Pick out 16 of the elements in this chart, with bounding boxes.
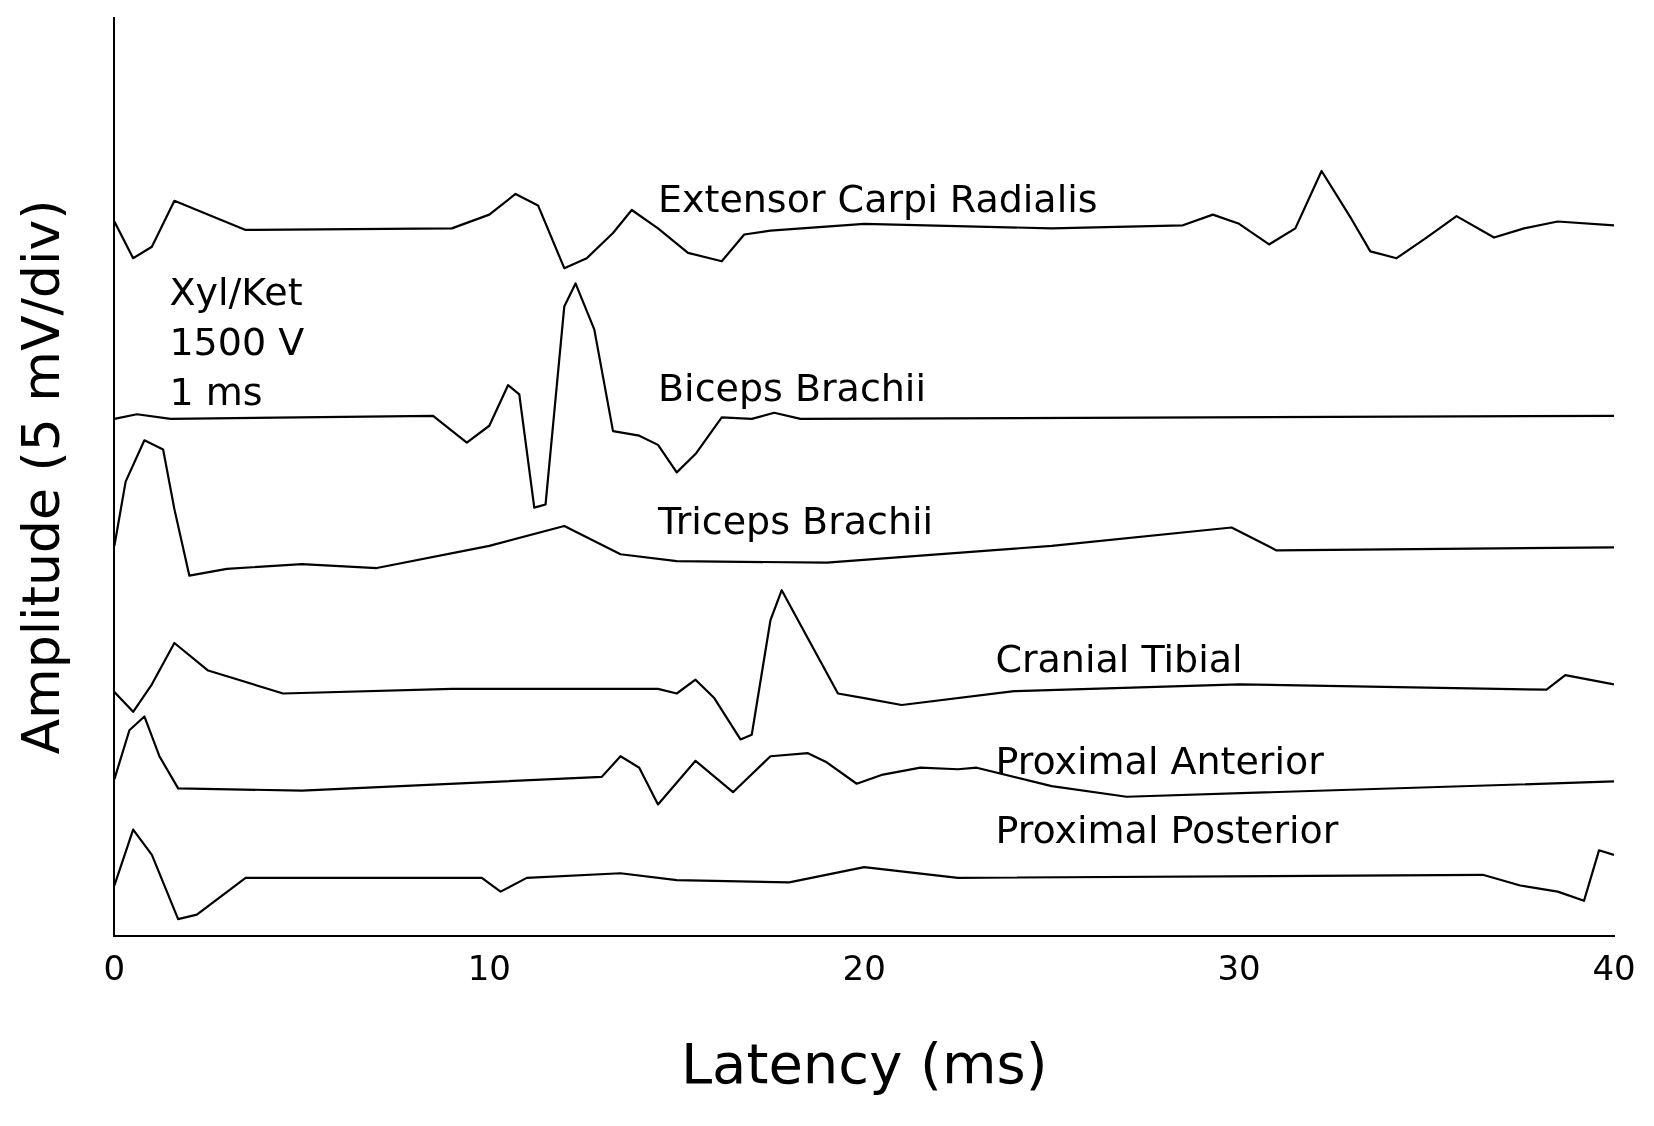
x-tick-label: 10 [467, 948, 511, 989]
annotation: Xyl/Ket [169, 270, 303, 315]
annotation: 1 ms [169, 370, 263, 415]
series-label: Triceps Brachii [657, 498, 934, 543]
series-label: Extensor Carpi Radialis [658, 176, 1098, 221]
x-tick-label: 30 [1217, 948, 1261, 989]
y-axis-title: Amplitude (5 mV/div) [10, 199, 71, 755]
series-label: Proximal Posterior [995, 807, 1339, 852]
series-label: Proximal Anterior [995, 738, 1325, 783]
x-axis-title: Latency (ms) [680, 1030, 1048, 1096]
annotation: 1500 V [169, 320, 305, 365]
x-tick-label: 0 [103, 948, 126, 989]
x-tick-label: 40 [1592, 948, 1636, 989]
x-tick-label: 20 [842, 948, 886, 989]
series-label: Cranial Tibial [995, 637, 1243, 682]
series-label: Biceps Brachii [658, 365, 926, 410]
